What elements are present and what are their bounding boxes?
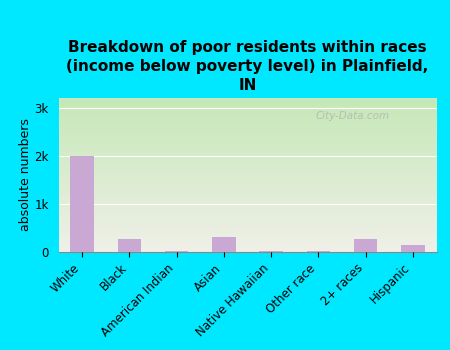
Text: City-Data.com: City-Data.com <box>315 112 390 121</box>
Bar <box>259 251 283 252</box>
Bar <box>354 239 378 252</box>
Y-axis label: absolute numbers: absolute numbers <box>18 119 32 231</box>
Bar <box>401 245 425 252</box>
Title: Breakdown of poor residents within races
(income below poverty level) in Plainfi: Breakdown of poor residents within races… <box>67 41 428 93</box>
Bar <box>70 156 94 252</box>
Bar <box>212 237 236 252</box>
Bar <box>165 251 189 252</box>
Bar <box>306 251 330 252</box>
Bar <box>117 239 141 252</box>
